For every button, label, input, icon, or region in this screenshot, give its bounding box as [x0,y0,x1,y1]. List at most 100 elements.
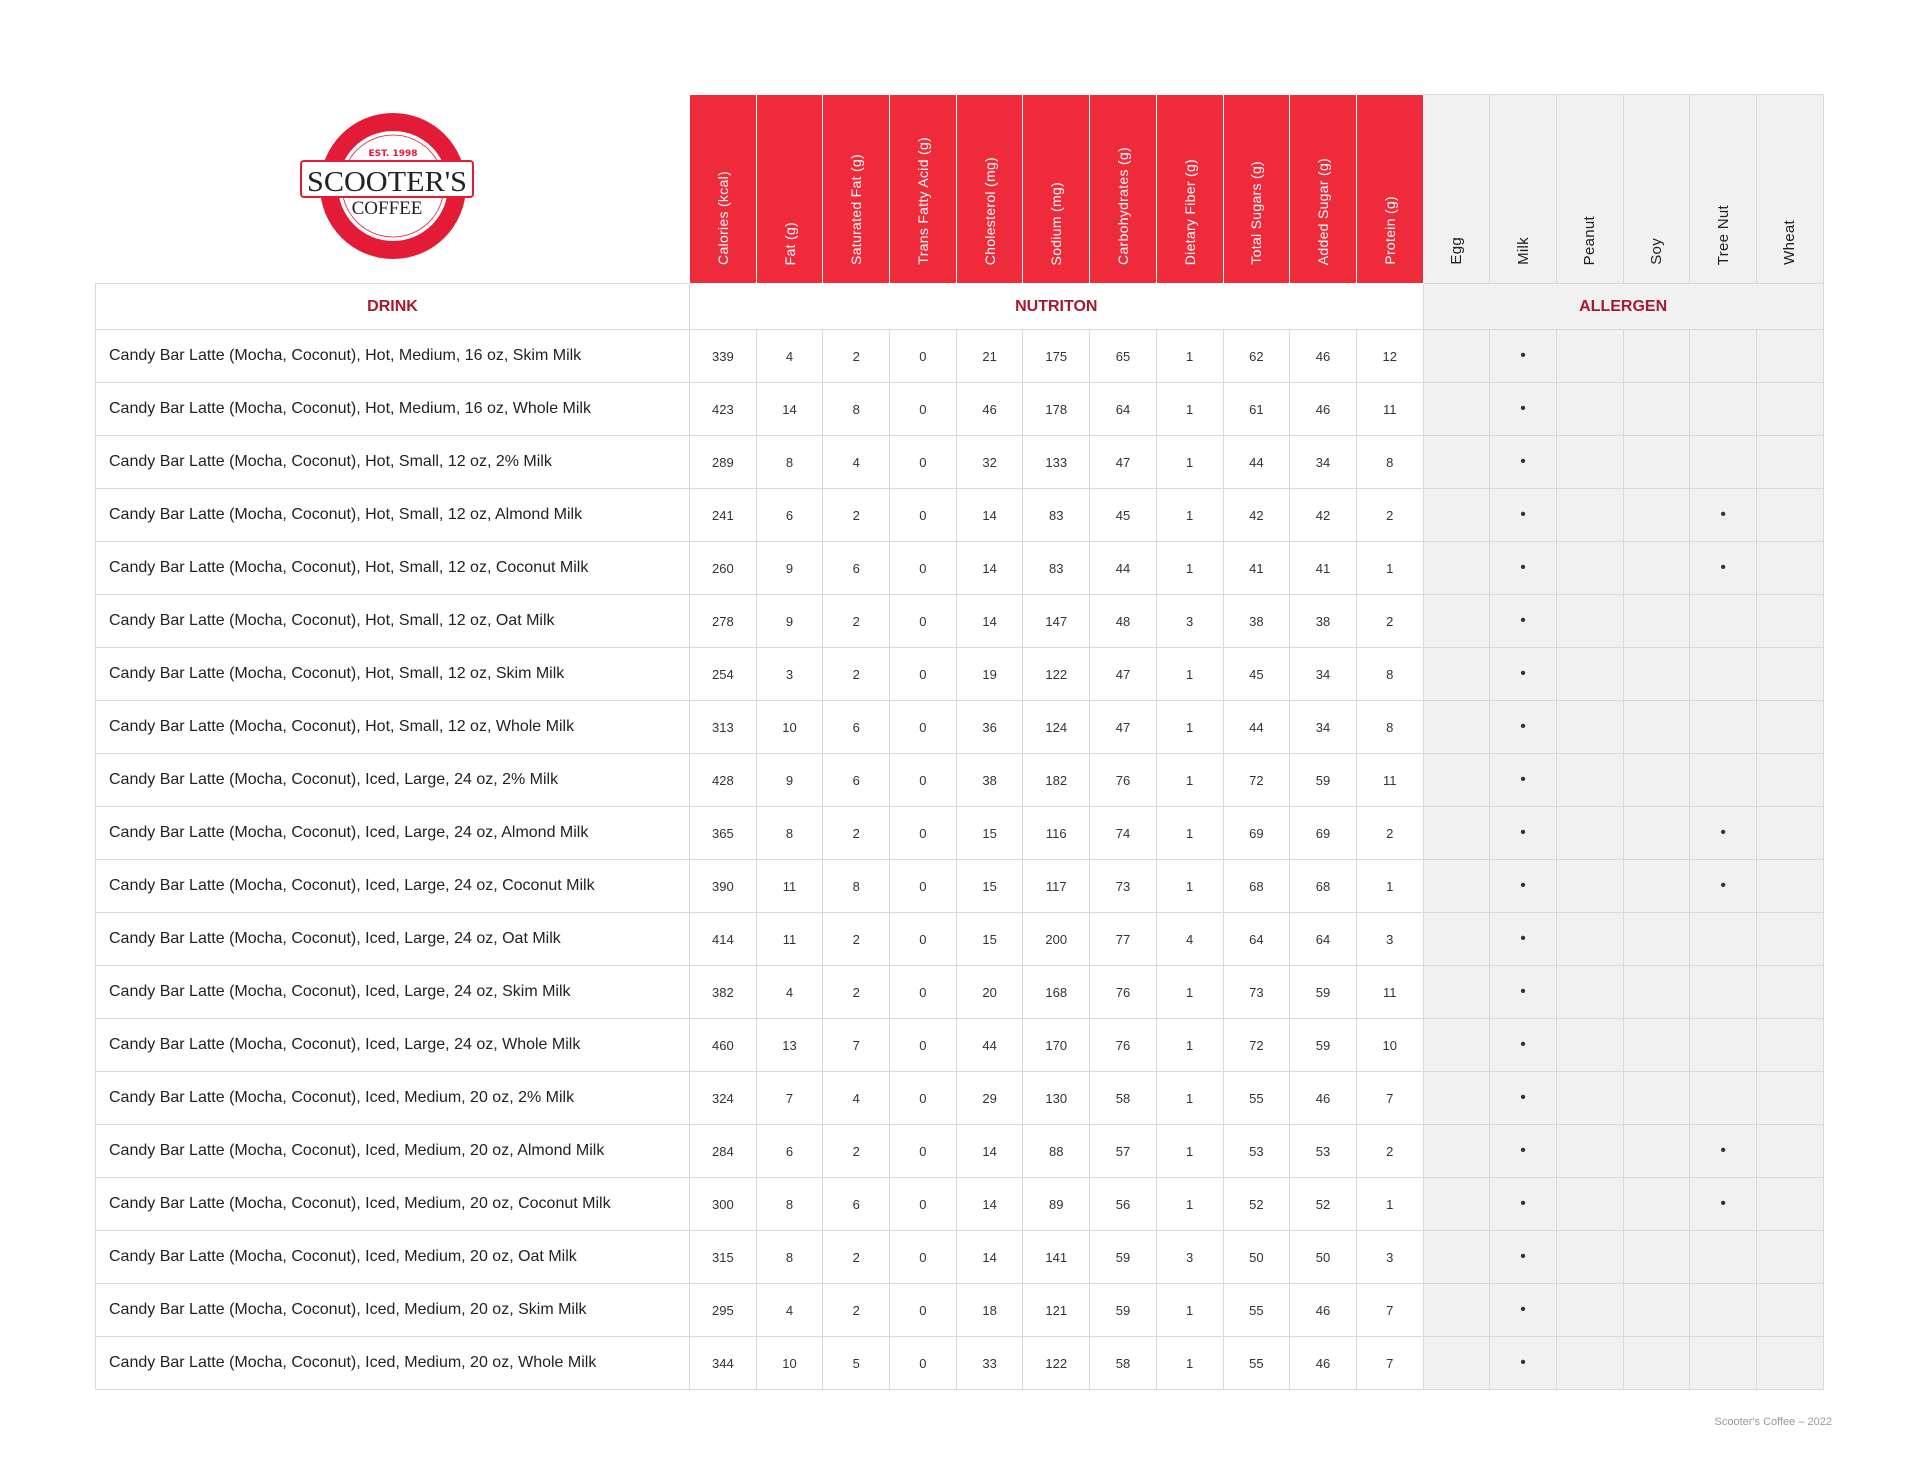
allergen-cell: • [1489,435,1557,489]
allergen-cell: • [1489,753,1557,807]
allergen-cell [1689,435,1757,489]
allergen-dot-icon: • [1720,506,1726,523]
allergen-cell [1756,329,1824,383]
allergen-cell [1756,1124,1824,1178]
nutrition-value: 6 [822,541,891,595]
allergen-cell [1555,541,1624,595]
allergen-cell [1756,753,1824,807]
allergen-column-header: Milk [1489,94,1557,284]
allergen-dot-icon: • [1520,877,1526,894]
table-row: Candy Bar Latte (Mocha, Coconut), Hot, M… [95,329,1824,383]
allergen-cell [1555,965,1624,1019]
nutrition-value: 34 [1289,647,1357,701]
allergen-cell: • [1489,647,1557,701]
nutrition-value: 2 [1355,1124,1424,1178]
column-header-label: Protein (g) [1381,196,1398,265]
nutrition-column-header: Total Sugars (g) [1222,94,1291,284]
nutrition-value: 50 [1222,1230,1291,1284]
table-row: Candy Bar Latte (Mocha, Coconut), Iced, … [95,1177,1824,1231]
drink-name: Candy Bar Latte (Mocha, Coconut), Iced, … [95,1018,690,1072]
nutrition-value: 14 [755,382,824,436]
nutrition-value: 1 [1155,753,1224,807]
column-header-label: Calories (kcal) [714,171,731,265]
nutrition-value: 0 [889,1336,957,1390]
allergen-cell [1689,329,1757,383]
drink-name: Candy Bar Latte (Mocha, Coconut), Iced, … [95,1124,690,1178]
column-header-label: Cholesterol (mg) [981,156,998,265]
allergen-cell [1422,329,1491,383]
nutrition-value: 8 [1355,700,1424,754]
nutrition-value: 48 [1089,594,1157,648]
allergen-cell: • [1489,806,1557,860]
nutrition-value: 20 [955,965,1024,1019]
nutrition-value: 1 [1155,488,1224,542]
nutrition-value: 46 [955,382,1024,436]
column-header-label: Sodium (mg) [1048,181,1065,265]
nutrition-value: 423 [689,382,757,436]
nutrition-value: 33 [955,1336,1024,1390]
nutrition-value: 59 [1289,1018,1357,1072]
nutrition-value: 0 [889,1230,957,1284]
allergen-cell: • [1689,488,1757,542]
drink-name: Candy Bar Latte (Mocha, Coconut), Iced, … [95,753,690,807]
nutrition-value: 1 [1155,329,1224,383]
drink-name: Candy Bar Latte (Mocha, Coconut), Hot, S… [95,647,690,701]
nutrition-value: 0 [889,1071,957,1125]
nutrition-value: 116 [1022,806,1091,860]
allergen-cell [1422,1336,1491,1390]
nutrition-value: 56 [1089,1177,1157,1231]
nutrition-value: 38 [955,753,1024,807]
allergen-cell: • [1489,382,1557,436]
allergen-cell [1622,1124,1691,1178]
nutrition-value: 34 [1289,435,1357,489]
allergen-cell: • [1489,859,1557,913]
allergen-cell: • [1489,1336,1557,1390]
allergen-cell [1622,382,1691,436]
nutrition-value: 55 [1222,1336,1291,1390]
allergen-cell [1756,912,1824,966]
nutrition-value: 2 [822,912,891,966]
nutrition-value: 1 [1155,541,1224,595]
drink-name: Candy Bar Latte (Mocha, Coconut), Iced, … [95,1283,690,1337]
allergen-dot-icon: • [1520,930,1526,947]
allergen-cell [1756,1230,1824,1284]
nutrition-value: 18 [955,1283,1024,1337]
allergen-dot-icon: • [1520,771,1526,788]
drink-name: Candy Bar Latte (Mocha, Coconut), Hot, M… [95,329,690,383]
nutrition-value: 55 [1222,1071,1291,1125]
nutrition-value: 59 [1089,1230,1157,1284]
nutrition-value: 0 [889,912,957,966]
allergen-cell [1422,806,1491,860]
allergen-cell [1756,1336,1824,1390]
table-row: Candy Bar Latte (Mocha, Coconut), Iced, … [95,1336,1824,1390]
nutrition-value: 9 [755,753,824,807]
nutrition-value: 344 [689,1336,757,1390]
allergen-cell [1555,700,1624,754]
nutrition-value: 3 [1155,594,1224,648]
nutrition-value: 1 [1155,1177,1224,1231]
nutrition-value: 46 [1289,382,1357,436]
allergen-cell [1756,541,1824,595]
nutrition-value: 241 [689,488,757,542]
nutrition-value: 1 [1155,1124,1224,1178]
nutrition-value: 117 [1022,859,1091,913]
allergen-cell [1422,965,1491,1019]
nutrition-value: 41 [1289,541,1357,595]
allergen-dot-icon: • [1720,1142,1726,1159]
table-row: Candy Bar Latte (Mocha, Coconut), Iced, … [95,753,1824,807]
nutrition-value: 72 [1222,753,1291,807]
allergen-cell: • [1489,1071,1557,1125]
nutrition-value: 130 [1022,1071,1091,1125]
nutrition-value: 147 [1022,594,1091,648]
column-header-label: Milk [1514,237,1532,265]
nutrition-value: 339 [689,329,757,383]
allergen-cell [1622,541,1691,595]
nutrition-value: 460 [689,1018,757,1072]
allergen-dot-icon: • [1520,1142,1526,1159]
column-header-label: Soy [1647,238,1665,265]
nutrition-value: 42 [1222,488,1291,542]
allergen-dot-icon: • [1520,1089,1526,1106]
allergen-cell [1555,329,1624,383]
nutrition-value: 11 [755,859,824,913]
drink-name: Candy Bar Latte (Mocha, Coconut), Iced, … [95,965,690,1019]
